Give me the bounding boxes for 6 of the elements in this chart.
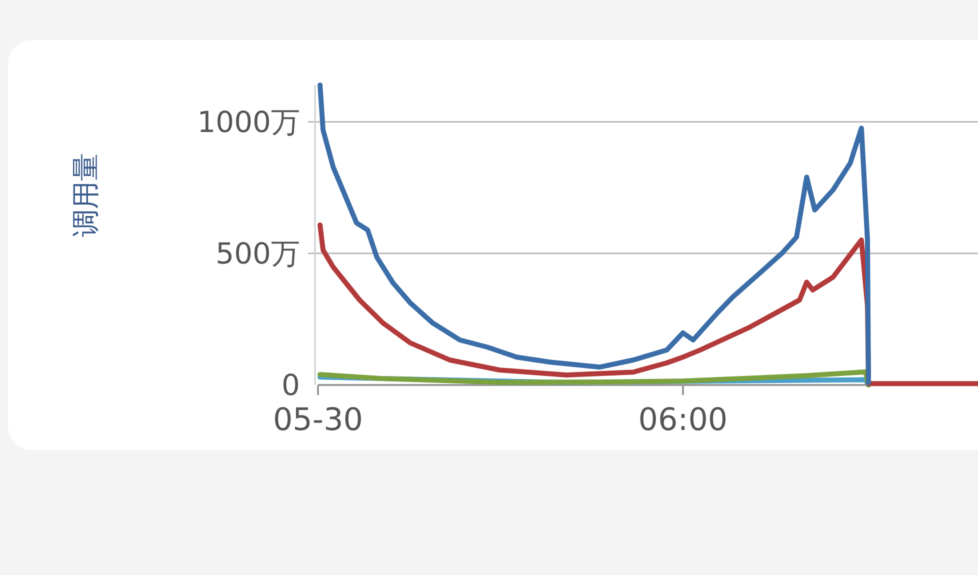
x-tick-label: 06:00 <box>638 402 728 438</box>
y-tick-label: 500万 <box>216 236 300 270</box>
y-axis-title: 调用量 <box>69 153 102 237</box>
y-tick-label: 0 <box>282 368 300 402</box>
x-tick-label: 05-30 <box>272 402 364 438</box>
y-tick-label: 1000万 <box>197 104 300 139</box>
